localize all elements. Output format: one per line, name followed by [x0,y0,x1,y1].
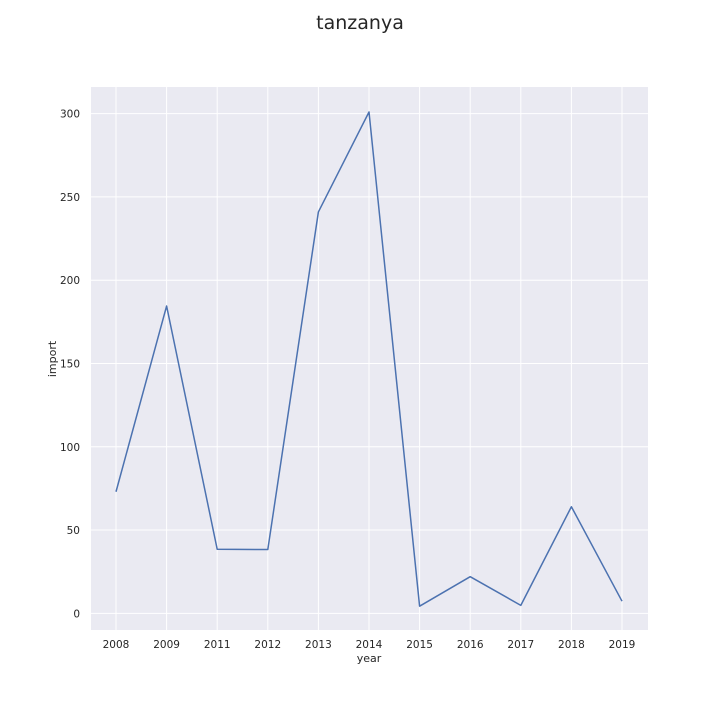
x-tick-label: 2014 [356,639,383,651]
x-axis-label: year [357,652,382,665]
y-tick-label: 200 [60,275,80,287]
x-tick-label: 2019 [609,639,636,651]
y-tick-label: 300 [60,109,80,121]
x-tick-label: 2013 [305,639,332,651]
y-tick-label: 100 [60,442,80,454]
x-tick-label: 2016 [457,639,484,651]
y-tick-label: 250 [60,192,80,204]
x-tick-label: 2015 [406,639,433,651]
series-layer [115,111,623,607]
x-tick-label: 2017 [507,639,534,651]
grid-lines [91,87,648,630]
x-tick-label: 2008 [103,639,130,651]
x-tick-label: 2011 [204,639,231,651]
y-tick-label: 0 [73,608,80,620]
chart-title: tanzanya [316,12,404,34]
y-axis-label: import [46,340,59,377]
series-line [115,111,623,607]
x-tick-label: 2012 [254,639,281,651]
y-tick-label: 150 [60,358,80,370]
x-axis-ticks: 2008 2009 2011 2012 2013 2014 2015 2016 2017 2018… [103,639,636,651]
x-tick-label: 2009 [153,639,180,651]
y-axis-ticks: 0 50 100 150 200 250 300 [60,109,80,621]
x-tick-label: 2018 [558,639,585,651]
y-tick-label: 50 [67,525,80,537]
